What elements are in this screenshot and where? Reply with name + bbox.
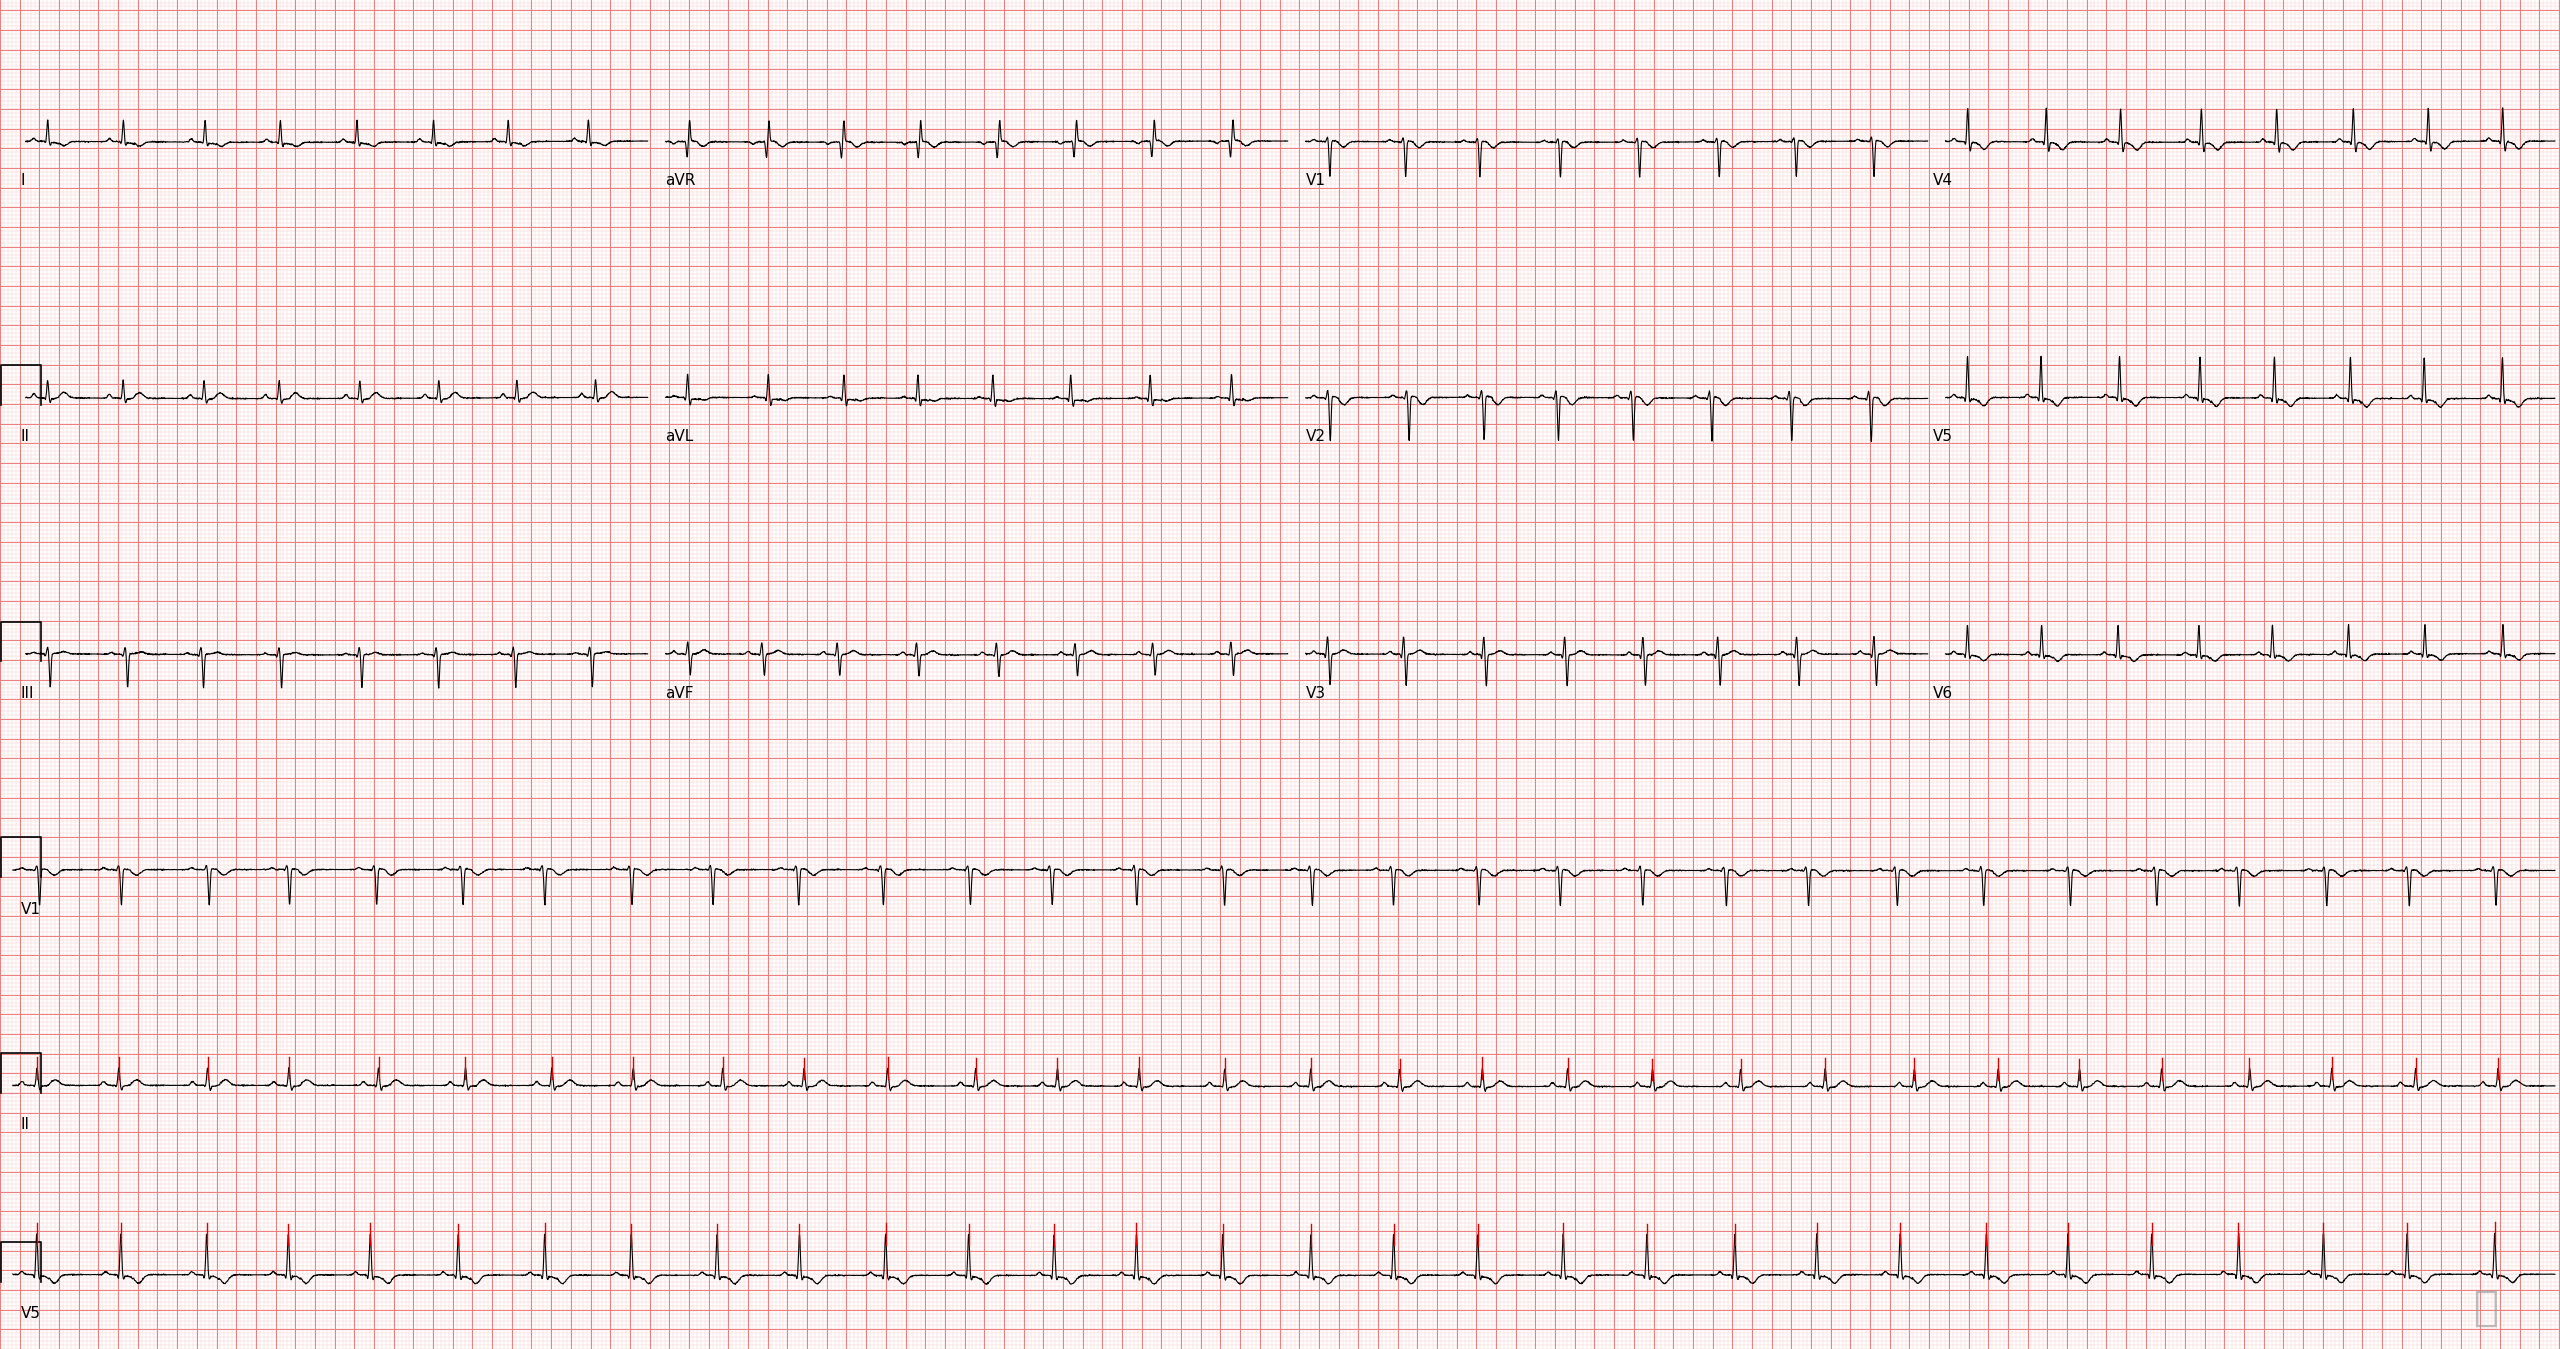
Text: aVF: aVF (666, 685, 694, 700)
Text: V2: V2 (1306, 429, 1326, 444)
Text: V5: V5 (1933, 429, 1953, 444)
Text: V4: V4 (1933, 173, 1953, 188)
Text: III: III (20, 685, 33, 700)
Text: II: II (20, 1117, 31, 1132)
Text: V6: V6 (1933, 685, 1953, 700)
Text: aVL: aVL (666, 429, 694, 444)
Text: V1: V1 (20, 901, 41, 916)
Text: aVR: aVR (666, 173, 696, 188)
Text: I: I (20, 173, 26, 188)
Text: V3: V3 (1306, 685, 1326, 700)
Text: II: II (20, 429, 31, 444)
Text: V1: V1 (1306, 173, 1326, 188)
Text: 🐂: 🐂 (2473, 1287, 2499, 1329)
Text: V5: V5 (20, 1306, 41, 1321)
